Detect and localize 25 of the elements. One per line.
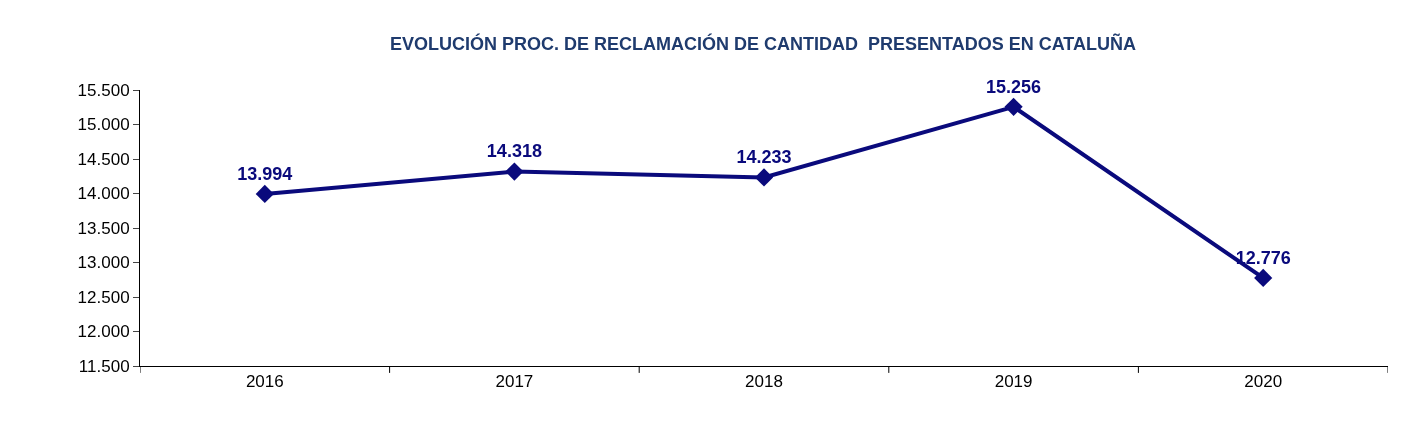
- y-tick-label: 13.500: [77, 218, 130, 238]
- y-tick-label: 12.000: [77, 322, 130, 342]
- y-tick-label: 12.500: [77, 287, 130, 307]
- text: 14.318: [486, 141, 542, 162]
- text: 13.994: [237, 163, 293, 184]
- y-tick-label: 15.000: [77, 115, 130, 135]
- y-tick-label: 14.500: [77, 149, 130, 169]
- y-tick-label: 14.000: [77, 184, 130, 204]
- y-tick-label: 11.500: [78, 356, 130, 376]
- x-tick-label: 2016: [245, 372, 284, 392]
- point: [505, 162, 524, 181]
- x-tick-label: 2020: [1244, 372, 1283, 392]
- x-tick-label: 2018: [745, 372, 783, 392]
- text: 12.776: [1235, 247, 1291, 268]
- y-tick-label: 15.500: [77, 80, 130, 100]
- x-tick-label: 2017: [495, 372, 534, 392]
- point: [1004, 97, 1023, 116]
- text: 14.233: [736, 147, 792, 168]
- x-tick-label: 2019: [994, 372, 1033, 392]
- point: [255, 184, 274, 204]
- point: [1254, 268, 1273, 288]
- y-tick-label: 13.000: [77, 253, 130, 273]
- chart-title: EVOLUCIÓN PROC. DE RECLAMACIÓN DE CANTIDAD PRESENTADOS EN CATALUÑA: [390, 33, 1137, 55]
- text: 15.256: [986, 76, 1042, 97]
- point: [754, 168, 774, 187]
